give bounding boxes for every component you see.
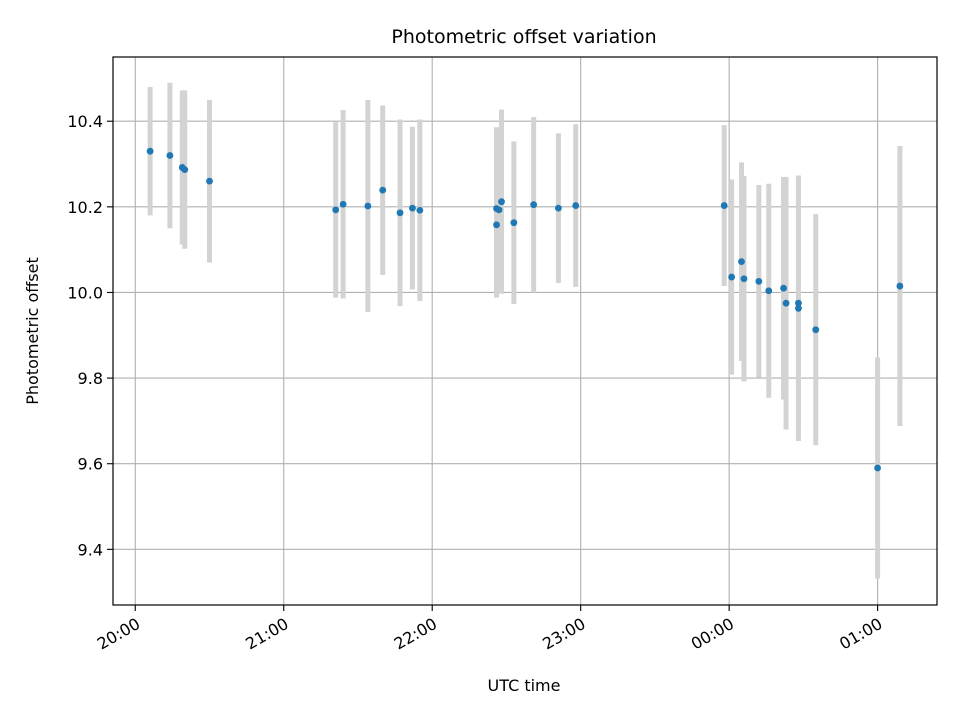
data-point — [493, 221, 500, 229]
data-point — [572, 202, 580, 209]
data-point — [379, 186, 387, 194]
data-point — [495, 206, 503, 214]
data-point — [896, 282, 904, 290]
data-point — [396, 209, 404, 217]
y-tick-label: 9.4 — [78, 540, 103, 559]
data-point — [510, 219, 518, 227]
data-point — [181, 166, 189, 173]
y-tick-label: 10.0 — [67, 283, 103, 302]
data-point — [795, 304, 802, 312]
data-point — [812, 326, 820, 334]
data-point — [364, 202, 372, 210]
data-point — [765, 287, 773, 295]
data-point — [206, 177, 213, 185]
data-point — [738, 258, 745, 266]
data-point — [780, 284, 787, 292]
data-point — [332, 206, 340, 214]
data-point — [728, 273, 736, 281]
data-point — [166, 152, 174, 159]
data-point — [555, 204, 562, 212]
data-point — [409, 204, 416, 212]
y-tick-label: 10.4 — [67, 112, 103, 131]
y-axis: 9.4 9.6 9.8 10.0 10.2 10.4 — [67, 112, 113, 559]
data-point — [530, 201, 538, 209]
data-point — [146, 147, 154, 155]
data-point — [416, 206, 424, 214]
data-point — [740, 275, 748, 283]
data-point — [755, 277, 763, 285]
y-tick-label: 10.2 — [67, 198, 103, 217]
x-axis-title: UTC time — [488, 676, 561, 695]
y-tick-label: 9.6 — [78, 455, 103, 474]
plot-frame — [112, 56, 938, 606]
data-point — [498, 198, 505, 206]
data-point — [782, 299, 790, 307]
data-point — [339, 200, 347, 208]
data-point — [795, 299, 802, 307]
y-axis-title: Photometric offset — [23, 257, 42, 405]
chart-title: Photometric offset variation — [391, 26, 656, 48]
point-layer — [146, 147, 904, 472]
data-point — [874, 464, 882, 472]
y-tick-label: 9.8 — [78, 369, 103, 388]
data-point — [720, 202, 728, 209]
